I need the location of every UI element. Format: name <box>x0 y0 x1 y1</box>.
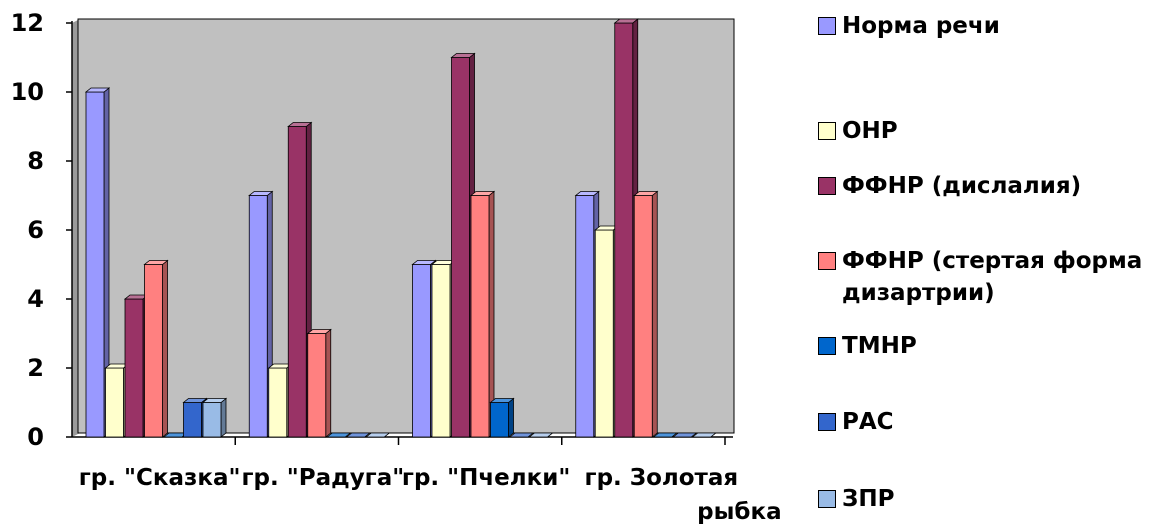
bar-top <box>613 18 639 24</box>
bar-front <box>431 264 451 438</box>
legend-swatch <box>818 252 836 270</box>
bar-top <box>508 432 535 438</box>
bar-front <box>307 333 327 438</box>
x-tick-label: гр. "Радуга" <box>242 465 405 491</box>
bar-top <box>84 87 111 93</box>
y-tick-label: 4 <box>27 285 44 313</box>
legend-label: ФФНР (дислалия) <box>842 173 1082 199</box>
bar-top <box>201 398 228 403</box>
legend-item: ТМНР <box>818 330 917 362</box>
bar <box>345 432 371 438</box>
legend-item: ОНР <box>818 115 898 147</box>
bar-front <box>85 91 105 438</box>
bar-top <box>365 432 391 438</box>
bar-front <box>202 402 222 438</box>
legend-label: ТМНР <box>842 333 917 359</box>
bar <box>633 190 659 438</box>
y-tick-label: 12 <box>11 9 44 37</box>
legend-swatch <box>818 413 836 431</box>
legend-label: ФФНР (стертая форма дизартрии) <box>842 248 1143 306</box>
x-tick-label: гр. "Сказка" <box>79 465 241 491</box>
bar-front <box>144 264 163 438</box>
legend-label: ЗПР <box>842 486 895 512</box>
bar-top <box>652 432 678 438</box>
legend-item: Норма речи <box>818 10 1000 42</box>
bar-front <box>594 229 614 438</box>
bar-top <box>248 191 274 196</box>
y-tick-label: 2 <box>27 354 44 382</box>
bar <box>528 432 554 438</box>
bar-top <box>326 432 352 438</box>
bar <box>201 397 228 438</box>
legend-swatch <box>818 122 836 140</box>
bar-front <box>183 402 202 438</box>
bar-front <box>633 195 653 438</box>
bar-front <box>248 195 268 438</box>
legend-label: РАС <box>842 409 894 435</box>
legend-label: ОНР <box>842 118 898 144</box>
bar-top <box>691 432 717 438</box>
bars-group <box>84 18 717 438</box>
labels-group: 0 2 4 6 8 10 12 гр. "Сказка" гр. "Радуга"гр. "Пч… <box>11 9 782 525</box>
bar-top <box>489 398 515 403</box>
bar-top <box>469 191 496 196</box>
bar <box>469 190 496 438</box>
bar <box>652 432 678 438</box>
bar <box>489 397 515 438</box>
bar <box>508 432 535 438</box>
bar-front <box>124 298 144 438</box>
bar <box>365 432 391 438</box>
bar-front <box>412 264 431 438</box>
bar-top <box>574 191 600 196</box>
bar-top <box>411 260 437 265</box>
legend-item: ЗПР <box>818 483 894 515</box>
bar <box>84 87 111 438</box>
bar-front <box>105 367 124 438</box>
bar-top <box>450 53 476 58</box>
y-tick-label: 10 <box>11 78 44 106</box>
bar-side <box>651 190 658 438</box>
x-tick-label: гр. "Пчелки" <box>402 465 570 491</box>
bar-top <box>143 260 169 265</box>
y-tick-label: 6 <box>27 216 44 244</box>
bar-top <box>182 398 208 403</box>
bar <box>143 259 169 438</box>
bar-top <box>306 329 332 334</box>
bar-top <box>633 191 659 196</box>
bar-top <box>345 432 371 438</box>
legend-swatch <box>818 337 836 355</box>
legend-swatch <box>818 490 836 508</box>
bar-front <box>575 195 595 438</box>
x-tick-label: гр. Золотая рыбка <box>585 465 782 525</box>
legend-label: Норма речи <box>842 13 1000 39</box>
y-tick-label: 8 <box>27 147 44 175</box>
bar-side <box>220 397 227 438</box>
bar-side <box>325 328 332 438</box>
bar-top <box>528 432 554 438</box>
bar-front <box>268 367 288 438</box>
bar-top <box>287 122 313 127</box>
bar <box>306 328 332 438</box>
bar <box>326 432 352 438</box>
bar-side <box>508 397 514 438</box>
bar-front <box>614 22 634 438</box>
bar-side <box>162 259 168 438</box>
bar-front <box>451 57 470 438</box>
legend-item: ФФНР (дислалия) <box>818 170 1081 202</box>
legend-item: РАС <box>818 406 894 438</box>
bar-top <box>672 432 698 438</box>
bar-front <box>490 402 509 438</box>
legend-item: ФФНР (стертая форма дизартрии) <box>818 245 1142 309</box>
legend-swatch <box>818 177 836 195</box>
bar-front <box>470 195 490 438</box>
y-tick-label: 0 <box>27 423 44 451</box>
bar <box>691 432 717 438</box>
bar <box>672 432 698 438</box>
bar-front <box>287 126 307 438</box>
legend-swatch <box>818 17 836 35</box>
